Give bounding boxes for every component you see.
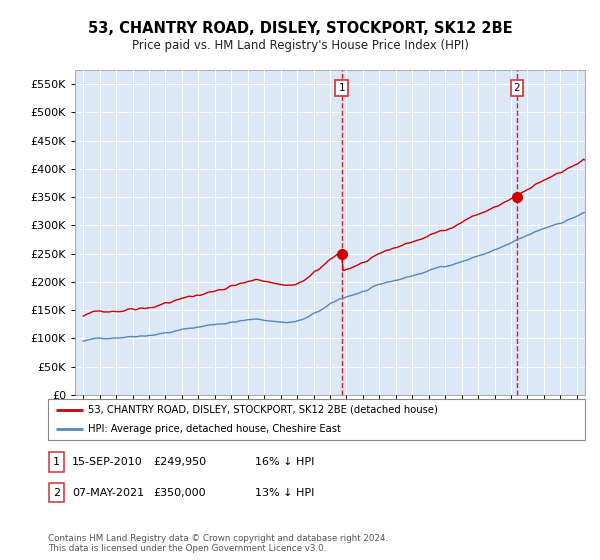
- Text: 15-SEP-2010: 15-SEP-2010: [72, 457, 143, 467]
- Text: 16% ↓ HPI: 16% ↓ HPI: [255, 457, 314, 467]
- Text: Contains HM Land Registry data © Crown copyright and database right 2024.
This d: Contains HM Land Registry data © Crown c…: [48, 534, 388, 553]
- Text: 1: 1: [338, 83, 345, 93]
- Text: £249,950: £249,950: [153, 457, 206, 467]
- Text: 1: 1: [53, 457, 60, 467]
- Text: 53, CHANTRY ROAD, DISLEY, STOCKPORT, SK12 2BE: 53, CHANTRY ROAD, DISLEY, STOCKPORT, SK1…: [88, 21, 512, 36]
- Text: 53, CHANTRY ROAD, DISLEY, STOCKPORT, SK12 2BE (detached house): 53, CHANTRY ROAD, DISLEY, STOCKPORT, SK1…: [88, 405, 438, 415]
- Text: HPI: Average price, detached house, Cheshire East: HPI: Average price, detached house, Ches…: [88, 424, 341, 434]
- Text: 13% ↓ HPI: 13% ↓ HPI: [255, 488, 314, 498]
- Text: 2: 2: [53, 488, 60, 498]
- Text: 07-MAY-2021: 07-MAY-2021: [72, 488, 144, 498]
- Text: £350,000: £350,000: [153, 488, 206, 498]
- Text: Price paid vs. HM Land Registry's House Price Index (HPI): Price paid vs. HM Land Registry's House …: [131, 39, 469, 52]
- Text: 2: 2: [514, 83, 520, 93]
